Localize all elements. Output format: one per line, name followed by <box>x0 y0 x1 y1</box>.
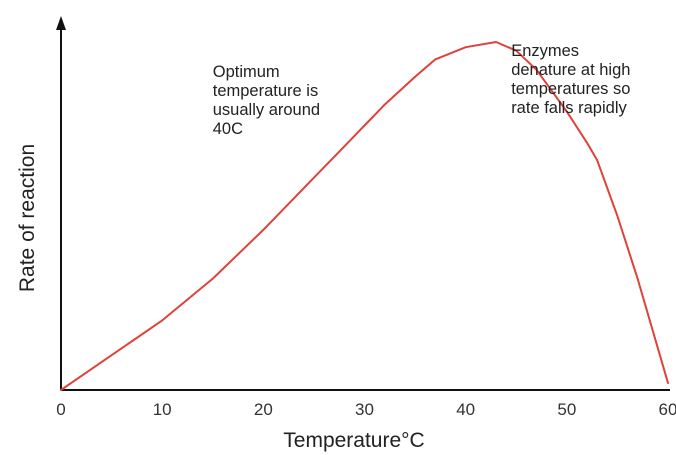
y-axis-label: Rate of reaction <box>16 144 39 292</box>
x-tick-label: 30 <box>355 400 374 419</box>
annotations: Optimum temperature is usually around 40C En… <box>213 42 631 138</box>
annotation-line: Enzymes <box>511 42 579 60</box>
annotation-line: temperatures so <box>511 80 630 98</box>
axes <box>56 16 670 391</box>
annotation-1: Optimum temperature is usually around 40C <box>213 63 320 138</box>
annotation-2: Enzymes denature at high temperatures so ra… <box>511 42 630 117</box>
x-tick-label: 40 <box>456 400 475 419</box>
annotation-line: usually around <box>213 101 320 119</box>
y-axis-arrowhead <box>56 16 66 30</box>
annotation-line: rate falls rapidly <box>511 99 627 117</box>
annotation-line: denature at high <box>511 61 630 79</box>
x-tick-label: 50 <box>557 400 576 419</box>
x-tick-label: 0 <box>56 400 65 419</box>
x-tick-label: 10 <box>153 400 172 419</box>
x-tick-labels: 0 10 20 30 40 50 60 <box>56 400 676 419</box>
x-tick-label: 60 <box>659 400 676 419</box>
rate-curve <box>60 41 669 391</box>
annotation-line: Optimum <box>213 63 280 81</box>
x-tick-label: 20 <box>254 400 273 419</box>
annotation-line: temperature is <box>213 82 318 100</box>
x-axis-label: Temperature°C <box>283 429 424 452</box>
annotation-line: 40C <box>213 120 243 138</box>
